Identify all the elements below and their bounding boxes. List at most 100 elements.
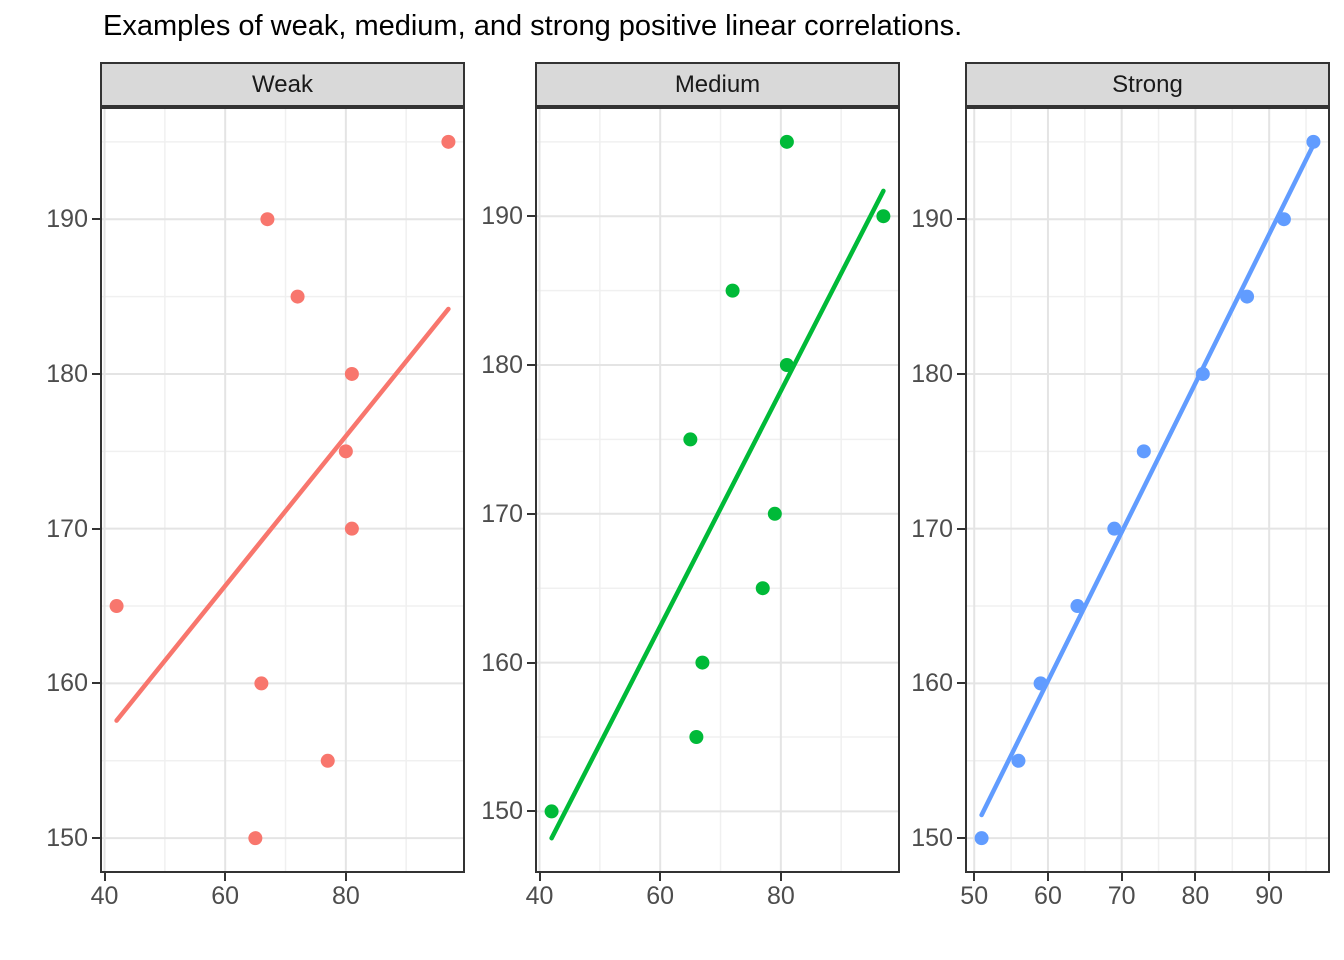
- y-tick-label: 150: [481, 797, 523, 826]
- x-tick-label: 60: [211, 882, 240, 910]
- x-tick-mark: [973, 873, 976, 881]
- x-tick-mark: [1046, 873, 1049, 881]
- data-point: [1136, 444, 1151, 459]
- y-tick-mark: [957, 682, 965, 685]
- y-tick-label: 190: [911, 205, 953, 234]
- x-tick-label: 40: [90, 882, 119, 910]
- y-tick-label: 170: [481, 499, 523, 528]
- x-tick-label: 70: [1107, 882, 1136, 910]
- y-tick-label: 160: [481, 648, 523, 677]
- y-tick-label: 180: [46, 359, 88, 388]
- panel-medium: [535, 107, 900, 873]
- data-point: [1240, 289, 1255, 304]
- panel-border: [100, 107, 465, 873]
- x-tick-label: 90: [1255, 882, 1284, 910]
- data-point: [248, 831, 263, 846]
- data-point: [683, 432, 698, 447]
- data-point: [876, 209, 891, 224]
- facet-strip-weak: Weak: [100, 62, 465, 107]
- data-point: [1276, 212, 1291, 227]
- x-tick-label: 50: [960, 882, 989, 910]
- y-tick-mark: [527, 661, 535, 664]
- y-tick-mark: [92, 372, 100, 375]
- y-tick-label: 180: [911, 359, 953, 388]
- data-point: [544, 804, 559, 819]
- panel-weak: [100, 107, 465, 873]
- x-tick-label: 80: [1181, 882, 1210, 910]
- panel-background: [535, 107, 900, 873]
- data-point: [320, 753, 335, 768]
- x-tick-mark: [1194, 873, 1197, 881]
- y-tick-mark: [957, 218, 965, 221]
- x-tick-mark: [224, 873, 227, 881]
- y-tick-mark: [92, 682, 100, 685]
- x-tick-mark: [779, 873, 782, 881]
- data-point: [441, 134, 456, 149]
- data-point: [974, 831, 989, 846]
- y-tick-mark: [527, 810, 535, 813]
- data-point: [1070, 599, 1085, 614]
- data-point: [689, 730, 704, 745]
- x-tick-label: 60: [1034, 882, 1062, 910]
- data-point: [725, 283, 740, 298]
- y-tick-mark: [527, 364, 535, 366]
- data-point: [344, 366, 359, 381]
- data-point: [344, 521, 359, 536]
- facet-strip-label: Medium: [674, 70, 761, 98]
- x-tick-mark: [1268, 873, 1271, 881]
- x-tick-mark: [1120, 873, 1123, 881]
- trend-line: [979, 142, 1316, 818]
- data-point: [1011, 753, 1026, 768]
- y-tick-label: 170: [46, 514, 88, 543]
- panel-strong: [965, 107, 1330, 873]
- panel-border: [535, 107, 900, 873]
- data-point: [109, 599, 124, 614]
- y-tick-mark: [92, 527, 100, 530]
- trend-line: [114, 306, 451, 723]
- data-point: [1033, 676, 1048, 691]
- y-tick-label: 190: [481, 202, 523, 231]
- panel-background: [100, 107, 465, 873]
- x-tick-label: 60: [646, 882, 675, 910]
- y-tick-label: 150: [911, 824, 953, 853]
- facet-strip-label: Strong: [1112, 70, 1183, 98]
- y-tick-label: 170: [911, 514, 953, 543]
- trend-line: [549, 188, 886, 841]
- facet-strip-strong: Strong: [965, 62, 1330, 107]
- data-point: [290, 289, 305, 304]
- x-tick-mark: [659, 873, 662, 881]
- y-tick-mark: [92, 218, 100, 221]
- data-point: [1195, 366, 1210, 381]
- x-tick-label: 80: [331, 882, 360, 910]
- y-tick-mark: [527, 215, 535, 218]
- y-tick-label: 160: [911, 669, 953, 698]
- y-tick-mark: [957, 837, 965, 840]
- data-point: [338, 444, 353, 459]
- chart-title: Examples of weak, medium, and strong pos…: [103, 10, 963, 42]
- y-tick-mark: [957, 527, 965, 530]
- y-tick-label: 160: [46, 669, 88, 698]
- data-point: [779, 134, 794, 149]
- facet-strip-label: Weak: [252, 70, 313, 98]
- facet-strip-medium: Medium: [535, 62, 900, 107]
- y-tick-mark: [957, 372, 965, 375]
- y-tick-mark: [527, 512, 535, 515]
- data-point: [1306, 134, 1321, 149]
- x-tick-mark: [103, 873, 106, 881]
- x-tick-mark: [344, 873, 347, 881]
- data-point: [779, 358, 794, 373]
- x-tick-mark: [538, 873, 541, 881]
- y-tick-mark: [92, 837, 100, 840]
- data-point: [767, 506, 782, 521]
- y-tick-label: 150: [46, 824, 88, 853]
- data-point: [755, 581, 770, 596]
- y-tick-label: 180: [481, 351, 523, 379]
- x-tick-label: 40: [525, 882, 554, 910]
- x-tick-label: 80: [766, 882, 795, 910]
- data-point: [254, 676, 269, 691]
- data-point: [260, 212, 275, 227]
- y-tick-label: 190: [46, 205, 88, 234]
- data-point: [695, 655, 710, 670]
- panel-border: [965, 107, 1330, 873]
